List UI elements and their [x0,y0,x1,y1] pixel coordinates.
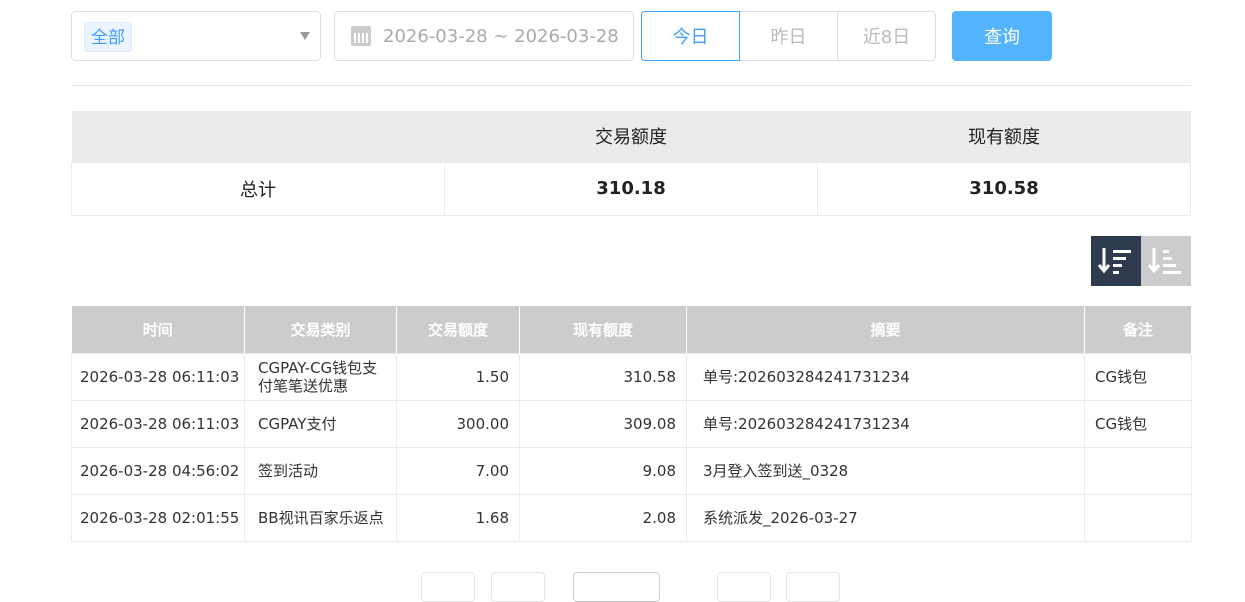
note-cell [1084,493,1192,542]
divider [71,85,1191,86]
balance-cell: 309.08 [519,399,687,448]
amount-cell: 7.00 [396,446,520,495]
type-cell: BB视讯百家乐返点 [244,493,397,542]
search-button[interactable]: 查询 [952,11,1052,61]
pagination-first[interactable] [421,572,475,602]
summary-cell: 3月登入签到送_0328 [686,446,1085,495]
yesterday-button[interactable]: 昨日 [739,11,838,61]
today-button[interactable]: 今日 [641,11,740,61]
balance-cell: 9.08 [519,446,687,495]
amount-cell: 1.50 [396,352,520,401]
table-row: 2026-03-28 02:01:55 BB视讯百家乐返点 1.68 2.08 系统派发… [71,493,1192,542]
summary-table: 交易额度 现有额度 总计 310.18 310.58 [71,111,1191,216]
type-cell: CGPAY支付 [244,399,397,448]
last-8-days-button[interactable]: 近8日 [837,11,936,61]
time-cell: 2026-03-28 06:11:03 [71,352,245,401]
amount-cell: 300.00 [396,399,520,448]
sort-desc-icon [1098,248,1131,274]
selected-tag[interactable]: 全部 [84,22,132,52]
pagination-last[interactable] [786,572,840,602]
column-header: 时间 [71,306,245,353]
summary-cell: 单号:202603284241731234 [686,399,1085,448]
time-cell: 2026-03-28 06:11:03 [71,399,245,448]
column-header: 交易类别 [244,306,397,353]
balance-cell: 2.08 [519,493,687,542]
summary-header: 交易额度 [444,111,818,162]
column-header: 现有额度 [519,306,687,353]
summary-header [71,111,445,162]
summary-cell: 系统派发_2026-03-27 [686,493,1085,542]
column-header: 摘要 [686,306,1085,353]
summary-cell: 单号:202603284241731234 [686,352,1085,401]
sort-toggle [1091,236,1191,286]
column-header: 交易额度 [396,306,520,353]
summary-label: 总计 [71,161,445,216]
calendar-icon [351,26,371,46]
amount-cell: 1.68 [396,493,520,542]
category-select[interactable]: 全部 [71,11,321,61]
table-row: 2026-03-28 06:11:03 CGPAY-CG钱包支付笔笔送优惠 1.50… [71,352,1192,401]
table-row: 2026-03-28 04:56:02 签到活动 7.00 9.08 3月登入签到送_0… [71,446,1192,495]
pagination-page-input[interactable] [573,572,660,602]
summary-balance: 310.58 [817,161,1191,216]
table-row: 2026-03-28 06:11:03 CGPAY支付 300.00 309.08 单号… [71,399,1192,448]
balance-cell: 310.58 [519,352,687,401]
type-cell: 签到活动 [244,446,397,495]
time-cell: 2026-03-28 02:01:55 [71,493,245,542]
summary-header: 现有额度 [817,111,1191,162]
time-cell: 2026-03-28 04:56:02 [71,446,245,495]
date-range-value: 2026-03-28 ~ 2026-03-28 [383,25,619,47]
note-cell: CG钱包 [1084,352,1192,401]
transactions-table: 时间 交易类别 交易额度 现有额度 摘要 备注 2026-03-28 06:11:03 CG… [71,306,1192,542]
date-range-picker[interactable]: 2026-03-28 ~ 2026-03-28 [334,11,634,61]
pagination-prev[interactable] [491,572,545,602]
quick-date-group: 今日 昨日 近8日 [641,11,936,61]
pagination-next[interactable] [717,572,771,602]
note-cell [1084,446,1192,495]
note-cell: CG钱包 [1084,399,1192,448]
column-header: 备注 [1084,306,1192,353]
sort-asc-icon [1148,248,1181,274]
type-cell: CGPAY-CG钱包支付笔笔送优惠 [244,352,397,401]
caret-down-icon [300,32,310,40]
sort-desc-button[interactable] [1091,236,1141,286]
summary-trade-amount: 310.18 [444,161,818,216]
sort-asc-button[interactable] [1141,236,1191,286]
